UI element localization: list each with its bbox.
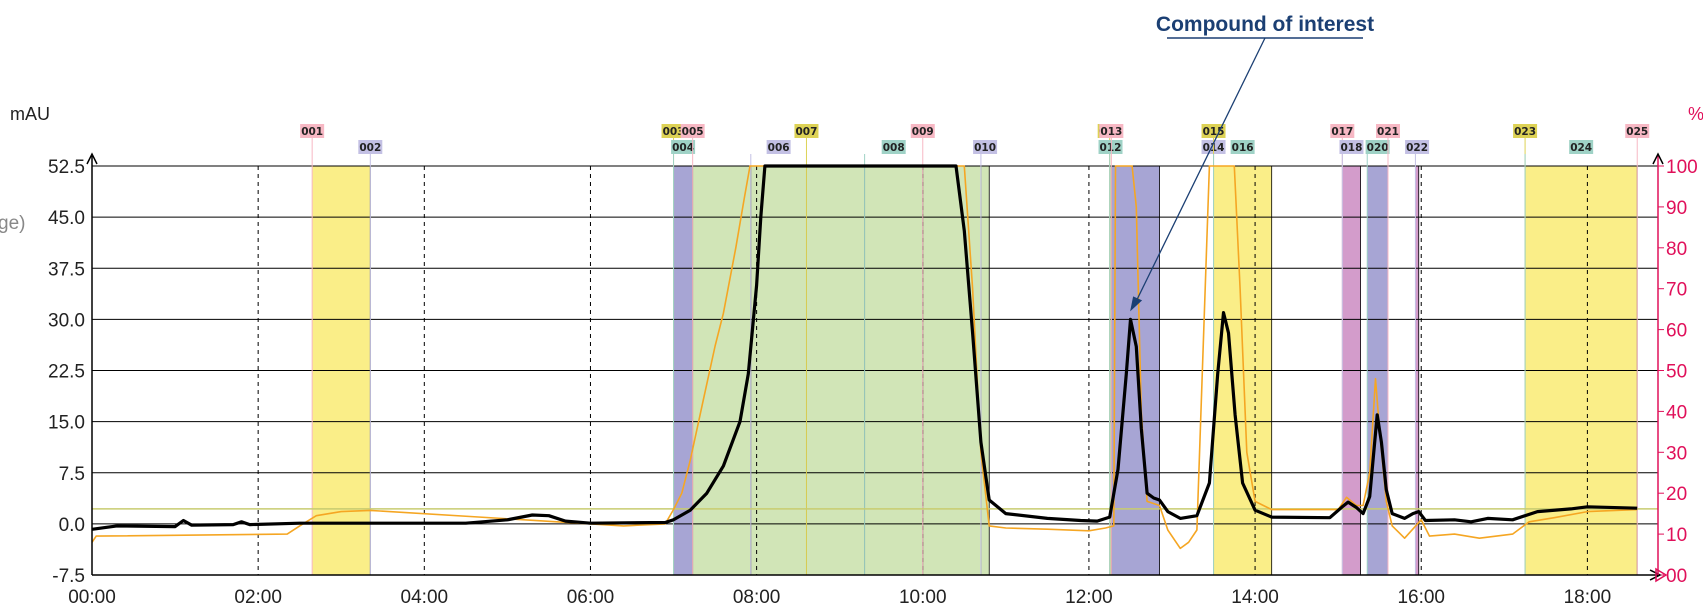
fraction-label-008: 008 (883, 142, 905, 154)
x-tick-label: 02:00 (234, 587, 282, 607)
fraction-label-bg-006 (766, 140, 791, 154)
y2-axis-unit: % (1688, 104, 1703, 124)
x-tick-label: 00:00 (68, 587, 116, 607)
fraction-label-005: 005 (682, 126, 704, 138)
fraction-label-bg-007 (794, 124, 819, 138)
fraction-label-bg-012 (1098, 140, 1123, 154)
fraction-label-006: 006 (768, 142, 790, 154)
y-tick-label: 22.5 (48, 362, 85, 383)
fraction-label-021: 021 (1377, 126, 1399, 138)
data-traces (91, 164, 1658, 550)
fraction-label-bg-008 (881, 140, 906, 154)
fraction-label-017: 017 (1331, 126, 1353, 138)
y-tick-label: 15.0 (48, 413, 85, 434)
fraction-label-004: 004 (672, 142, 694, 154)
fraction-label-bg-017 (1330, 124, 1355, 138)
fraction-label-bg-010 (973, 140, 998, 154)
y2-tick-label: 40 (1666, 402, 1687, 423)
y-tick-label: 30.0 (48, 310, 85, 331)
y2-tick-label: 70 (1666, 280, 1687, 301)
fraction-label-bg-020 (1365, 140, 1390, 154)
axes: -7.5 0.0 7.5 15.0 22.5 30.0 37.5 45.0 52.5 00:00 0… (48, 152, 1698, 607)
fraction-label-bg-013 (1099, 124, 1124, 138)
fraction-label-bg-021 (1376, 124, 1400, 138)
y2-tick-label: 80 (1666, 239, 1687, 260)
y-tick-label: 37.5 (48, 259, 85, 280)
y2-tick-label: 10 (1666, 525, 1687, 546)
y2-tick-label: 60 (1666, 321, 1687, 342)
fraction-label-010: 010 (974, 142, 996, 154)
fraction-label-001: 001 (301, 126, 323, 138)
annotation-arrow-line (1135, 37, 1266, 302)
annotation-arrowhead (1130, 296, 1143, 312)
x-tick-label: 14:00 (1231, 587, 1279, 607)
fraction-label-025: 025 (1626, 126, 1648, 138)
annotation-label: Compound of interest (1156, 13, 1374, 36)
y-axis-unit: mAU (10, 104, 50, 124)
fraction-label-020: 020 (1367, 142, 1389, 154)
partial-axis-title: ge) (0, 213, 25, 234)
fraction-label-023: 023 (1514, 126, 1536, 138)
fraction-label-bg-009 (910, 124, 935, 138)
fraction-label-bg-001 (300, 124, 325, 138)
y-tick-label: 45.0 (48, 208, 85, 229)
y-axis-arrow (86, 152, 98, 165)
y-tick-label: 0.0 (59, 515, 85, 536)
fraction-label-018: 018 (1340, 142, 1362, 154)
x-tick-label: 10:00 (899, 587, 947, 607)
fraction-label-016: 016 (1232, 142, 1254, 154)
fraction-label-022: 022 (1406, 142, 1428, 154)
x-tick-label: 12:00 (1065, 587, 1113, 607)
compound-annotation: Compound of interest (1130, 13, 1374, 312)
x-tick-label: 08:00 (733, 587, 781, 607)
y2-tick-label: 100 (1666, 157, 1698, 178)
x-tick-label: 16:00 (1397, 587, 1445, 607)
fraction-label-013: 013 (1100, 126, 1122, 138)
fraction-label-002: 002 (359, 142, 381, 154)
fraction-label-bg-025 (1625, 124, 1650, 138)
fraction-label-012: 012 (1100, 142, 1122, 154)
fraction-label-bg-015 (1201, 124, 1226, 138)
fraction-label-bg-005 (680, 124, 705, 138)
y2-tick-label: 50 (1666, 362, 1687, 383)
fraction-label-bg-004 (671, 140, 696, 154)
y-tick-label: 52.5 (48, 157, 85, 178)
y2-axis-arrow-top (1652, 152, 1664, 165)
y2-tick-label: 30 (1666, 443, 1687, 464)
fraction-label-009: 009 (912, 126, 934, 138)
x-tick-label: 18:00 (1564, 587, 1612, 607)
y2-tick-label: 20 (1666, 484, 1687, 505)
fraction-label-015: 015 (1203, 126, 1225, 138)
y2-tick-label: 90 (1666, 198, 1687, 219)
y-tick-label: 7.5 (59, 464, 85, 485)
signal-trace (91, 164, 1638, 531)
fraction-label-bg-018 (1339, 140, 1364, 154)
fraction-label-bg-023 (1513, 124, 1538, 138)
fraction-label-003: 003 (663, 126, 685, 138)
fraction-label-024: 024 (1570, 142, 1592, 154)
y2-axis-arrow-bottom (1655, 567, 1668, 583)
fraction-label-007: 007 (796, 126, 818, 138)
x-tick-label: 04:00 (401, 587, 449, 607)
fraction-label-bg-016 (1230, 140, 1255, 154)
fraction-label-bg-022 (1405, 140, 1430, 154)
x-tick-label: 06:00 (567, 587, 615, 607)
fraction-label-bg-002 (358, 140, 383, 154)
fraction-label-bg-024 (1569, 140, 1594, 154)
x-axis-arrow (1649, 569, 1662, 581)
fraction-label-bg-003 (661, 124, 686, 138)
y-tick-label: -7.5 (52, 566, 85, 587)
y2-tick-label: 00 (1666, 566, 1687, 587)
